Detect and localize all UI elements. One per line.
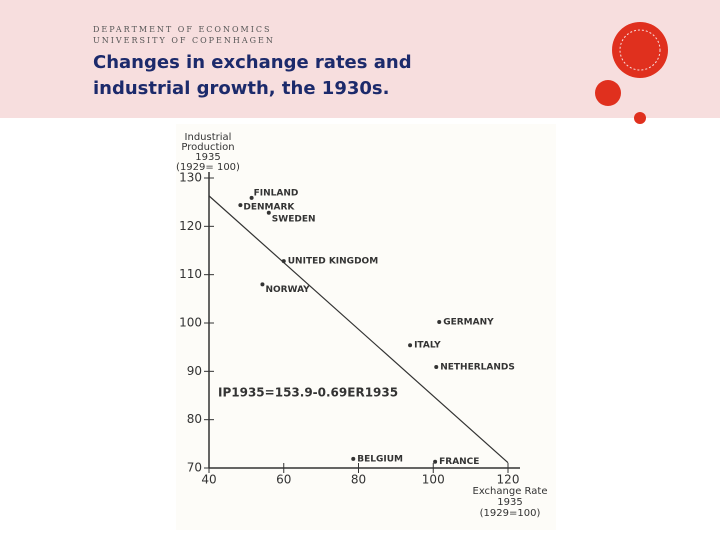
x-axis-label: Exchange Rate xyxy=(473,486,548,497)
y-tick-label: 110 xyxy=(179,267,202,281)
x-axis-label: (1929=100) xyxy=(480,508,541,519)
y-tick-label: 90 xyxy=(187,364,202,378)
point-label: ITALY xyxy=(414,341,441,351)
x-tick-label: 100 xyxy=(422,473,445,487)
point xyxy=(266,210,271,215)
x-tick-label: 120 xyxy=(497,473,520,487)
y-tick-label: 100 xyxy=(179,316,202,330)
y-axis-label: Industrial xyxy=(185,132,232,143)
point-label: UNITED KINGDOM xyxy=(288,257,378,267)
annotation: IP1935=153.9-0.69ER1935 xyxy=(218,386,398,400)
x-tick-label: 40 xyxy=(201,473,216,487)
point xyxy=(437,320,442,325)
y-tick-label: 120 xyxy=(179,219,202,233)
title: Changes in exchange rates and xyxy=(93,52,412,73)
chart-area xyxy=(176,124,556,530)
x-tick-label: 80 xyxy=(351,473,366,487)
y-axis-label: Production xyxy=(181,142,234,153)
point-label: FINLAND xyxy=(254,188,299,198)
point xyxy=(249,195,254,200)
point-label: NETHERLANDS xyxy=(440,362,515,372)
point xyxy=(260,282,265,287)
point-label: FRANCE xyxy=(439,457,479,467)
y-tick-label: 70 xyxy=(187,461,202,475)
trend-line xyxy=(208,195,509,464)
university: UNIVERSITY OF COPENHAGEN xyxy=(93,36,275,45)
department: DEPARTMENT OF ECONOMICS xyxy=(93,25,272,34)
y-tick-label: 130 xyxy=(179,171,202,185)
point-label: NORWAY xyxy=(265,285,310,295)
title: industrial growth, the 1930s. xyxy=(93,78,389,99)
x-axis-label: 1935 xyxy=(497,497,522,508)
point-label: DENMARK xyxy=(243,203,295,213)
y-axis-label: (1929= 100) xyxy=(176,162,240,173)
point xyxy=(238,203,243,208)
point-label: BELGIUM xyxy=(357,454,403,464)
point xyxy=(408,343,413,348)
point xyxy=(434,364,439,369)
y-axis-label: 1935 xyxy=(195,152,220,163)
logo-dot xyxy=(634,112,646,124)
y-tick-label: 80 xyxy=(187,412,202,426)
logo-dot xyxy=(595,80,621,106)
point-label: SWEDEN xyxy=(272,214,316,224)
logo-ring xyxy=(619,29,661,71)
x-tick-label: 60 xyxy=(276,473,291,487)
point-label: GERMANY xyxy=(443,318,494,328)
point xyxy=(351,456,356,461)
point xyxy=(281,259,286,264)
point xyxy=(433,459,438,464)
